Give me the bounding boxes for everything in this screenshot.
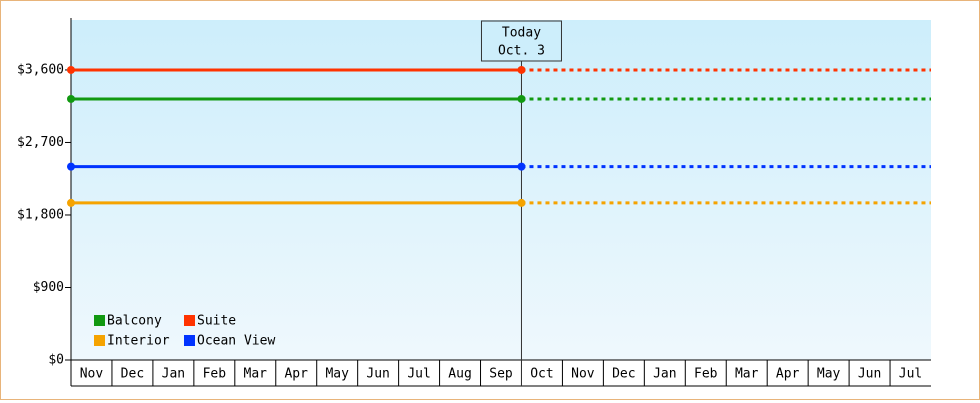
x-tick-label: Sep	[489, 367, 513, 382]
point	[517, 162, 526, 171]
legend-swatch	[184, 335, 195, 346]
x-tick-label: Jul	[899, 367, 922, 382]
x-tick-label: May	[817, 367, 841, 382]
x-tick-label: Jan	[162, 367, 185, 382]
legend-label: Interior	[107, 334, 170, 349]
x-tick-label: Dec	[121, 367, 144, 382]
x-tick-label: Dec	[612, 367, 635, 382]
legend-label: Balcony	[107, 314, 162, 329]
y-tick-label: $0	[48, 353, 64, 368]
point	[67, 162, 75, 171]
today-title: Today	[502, 26, 541, 41]
today-date: Oct. 3	[498, 44, 545, 59]
point	[517, 198, 526, 207]
x-tick-label: Jun	[366, 367, 389, 382]
x-tick-label: Apr	[284, 367, 308, 382]
point	[517, 65, 526, 74]
legend-label: Suite	[197, 314, 236, 329]
y-tick-label: $900	[33, 280, 64, 295]
y-tick-label: $2,700	[17, 135, 64, 150]
x-tick-label: Oct	[530, 367, 553, 382]
point	[67, 94, 75, 103]
y-tick-label: $3,600	[17, 62, 64, 77]
x-tick-label: Jan	[653, 367, 676, 382]
x-tick-label: Mar	[244, 367, 268, 382]
x-tick-label: Apr	[776, 367, 800, 382]
x-tick-label: May	[325, 367, 349, 382]
plot-area	[71, 20, 931, 360]
point	[67, 65, 75, 74]
legend-swatch	[94, 315, 105, 326]
x-tick-label: Aug	[448, 367, 471, 382]
legend-label: Ocean View	[197, 334, 275, 349]
legend-swatch	[184, 315, 195, 326]
x-tick-label: Mar	[735, 367, 759, 382]
y-tick-label: $1,800	[17, 207, 64, 222]
today-box	[480, 20, 562, 62]
point	[67, 198, 75, 207]
legend-swatch	[94, 335, 105, 346]
point	[517, 94, 526, 103]
x-tick-label: Nov	[571, 367, 595, 382]
x-tick-label: Feb	[694, 367, 718, 382]
x-tick-label: Feb	[203, 367, 227, 382]
x-tick-label: Jun	[858, 367, 881, 382]
x-tick-label: Nov	[80, 367, 104, 382]
x-tick-label: Jul	[407, 367, 430, 382]
